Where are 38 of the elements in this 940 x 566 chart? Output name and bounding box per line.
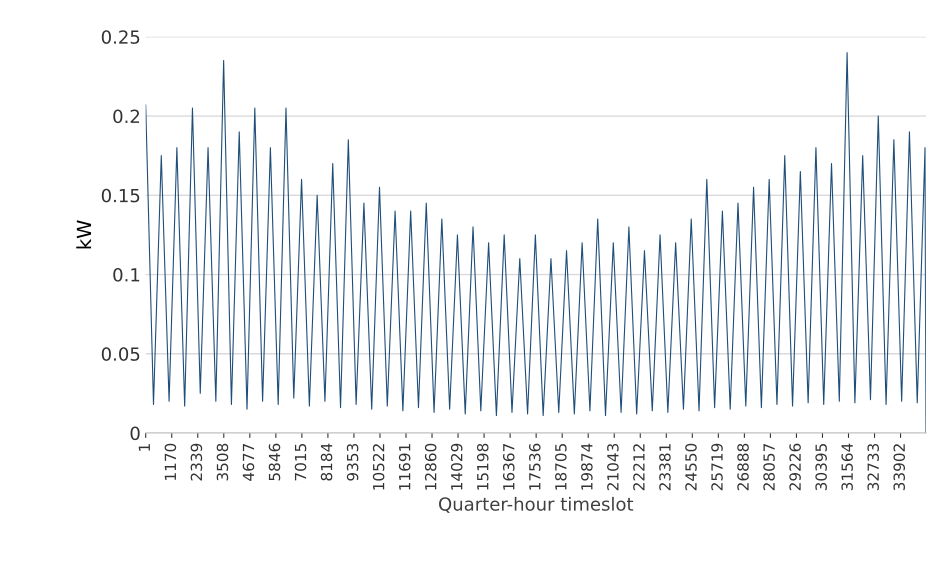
x-tick-label: 8184	[320, 444, 332, 481]
x-tick-label: 2339	[190, 444, 202, 480]
x-tick-label: 16367	[502, 444, 515, 490]
x-tick-label: 32733	[867, 444, 879, 490]
y-tick-label: 0.1	[113, 268, 140, 282]
x-tick-label: 19874	[581, 444, 593, 490]
x-tick-label: 22212	[633, 444, 644, 490]
y-tick-label: 0	[130, 426, 140, 440]
y-tick-label: 0.25	[102, 30, 140, 44]
x-tick-label: 17536	[529, 444, 541, 490]
x-tick-label: 4677	[242, 444, 254, 481]
x-tick-label: 12860	[424, 444, 436, 490]
x-tick-label: 24550	[685, 444, 697, 490]
x-tick-label: 1	[138, 444, 150, 451]
x-tick-label: 25719	[711, 444, 723, 490]
x-tick-label: 33902	[893, 444, 905, 490]
y-tick-label: 0.2	[113, 109, 140, 124]
x-tick-label: 5846	[268, 444, 280, 480]
x-tick-label: 11691	[398, 444, 410, 490]
x-tick-label: 31564	[841, 444, 853, 490]
x-tick-label: 10522	[372, 444, 384, 490]
x-tick-label: 3508	[216, 444, 228, 480]
x-tick-label: 26888	[737, 444, 749, 490]
x-tick-label: 9353	[346, 444, 358, 481]
y-tick-label: 0.15	[102, 188, 140, 202]
x-axis-title: Quarter-hour timeslot	[439, 496, 634, 513]
x-tick-label: 7015	[294, 444, 306, 480]
y-axis-title: kW	[76, 220, 92, 248]
x-tick-label: 18705	[555, 444, 567, 490]
y-tick-label: 0.05	[102, 347, 140, 361]
x-tick-label: 14029	[450, 444, 462, 490]
x-tick-label: 15198	[476, 444, 489, 490]
x-tick-label: 29226	[789, 444, 801, 490]
x-tick-label: 23381	[659, 444, 671, 490]
x-tick-label: 30395	[815, 444, 827, 490]
x-tick-label: 28057	[763, 444, 775, 490]
x-tick-label: 21043	[607, 444, 619, 490]
x-tick-label: 1170	[164, 444, 176, 480]
